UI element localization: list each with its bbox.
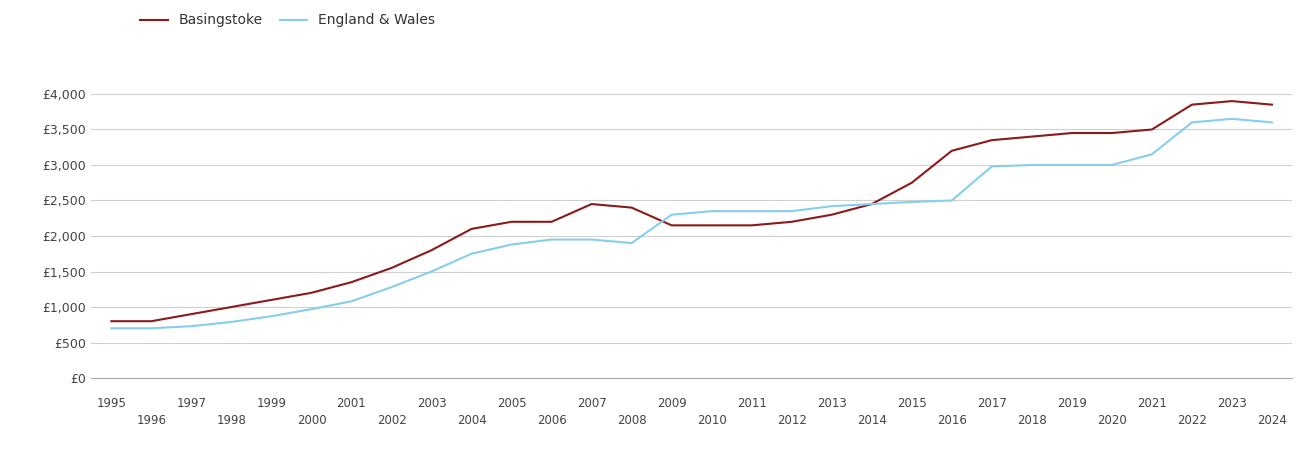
- England & Wales: [583, 237, 599, 242]
- England & Wales: [784, 208, 800, 214]
- Basingstoke: [744, 223, 760, 228]
- England & Wales: [504, 242, 519, 247]
- Text: 2010: 2010: [697, 414, 727, 427]
- Text: 2000: 2000: [296, 414, 326, 427]
- Basingstoke: [624, 205, 639, 210]
- Text: 2012: 2012: [776, 414, 806, 427]
- Text: 1997: 1997: [176, 397, 206, 410]
- Text: 2011: 2011: [737, 397, 766, 410]
- Text: 2015: 2015: [897, 397, 927, 410]
- Basingstoke: [424, 248, 440, 253]
- Basingstoke: [823, 212, 839, 217]
- England & Wales: [424, 269, 440, 274]
- England & Wales: [1224, 116, 1240, 122]
- Basingstoke: [264, 297, 279, 302]
- England & Wales: [1104, 162, 1120, 168]
- Basingstoke: [343, 279, 359, 285]
- Text: 2021: 2021: [1137, 397, 1167, 410]
- Text: 1999: 1999: [257, 397, 286, 410]
- Line: Basingstoke: Basingstoke: [111, 101, 1272, 321]
- Basingstoke: [703, 223, 719, 228]
- Basingstoke: [504, 219, 519, 225]
- England & Wales: [223, 319, 239, 324]
- England & Wales: [463, 251, 479, 256]
- Text: 1998: 1998: [217, 414, 247, 427]
- England & Wales: [1265, 120, 1280, 125]
- Text: 2007: 2007: [577, 397, 607, 410]
- Basingstoke: [1104, 130, 1120, 136]
- Text: 2006: 2006: [536, 414, 566, 427]
- England & Wales: [264, 314, 279, 319]
- Text: 2004: 2004: [457, 414, 487, 427]
- England & Wales: [864, 201, 880, 207]
- England & Wales: [984, 164, 1000, 169]
- Text: 2017: 2017: [977, 397, 1006, 410]
- Text: 2009: 2009: [656, 397, 686, 410]
- England & Wales: [1144, 152, 1160, 157]
- Basingstoke: [184, 311, 200, 317]
- Basingstoke: [864, 201, 880, 207]
- Basingstoke: [984, 137, 1000, 143]
- England & Wales: [823, 203, 839, 209]
- England & Wales: [304, 306, 320, 312]
- Basingstoke: [1144, 127, 1160, 132]
- Text: 2019: 2019: [1057, 397, 1087, 410]
- Basingstoke: [583, 201, 599, 207]
- Text: 2024: 2024: [1257, 414, 1287, 427]
- Basingstoke: [904, 180, 920, 185]
- England & Wales: [1184, 120, 1199, 125]
- England & Wales: [103, 326, 119, 331]
- England & Wales: [944, 198, 959, 203]
- England & Wales: [744, 208, 760, 214]
- England & Wales: [1064, 162, 1079, 168]
- England & Wales: [1024, 162, 1040, 168]
- Basingstoke: [304, 290, 320, 296]
- Text: 2022: 2022: [1177, 414, 1207, 427]
- Text: 2003: 2003: [416, 397, 446, 410]
- Text: 2023: 2023: [1218, 397, 1246, 410]
- Text: 2001: 2001: [337, 397, 367, 410]
- Basingstoke: [1224, 99, 1240, 104]
- Text: 2014: 2014: [857, 414, 886, 427]
- Basingstoke: [784, 219, 800, 225]
- Basingstoke: [103, 319, 119, 324]
- Basingstoke: [664, 223, 680, 228]
- Legend: Basingstoke, England & Wales: Basingstoke, England & Wales: [134, 8, 441, 33]
- Text: 2002: 2002: [377, 414, 406, 427]
- Text: 2005: 2005: [497, 397, 526, 410]
- Text: 2016: 2016: [937, 414, 967, 427]
- Text: 1995: 1995: [97, 397, 127, 410]
- Basingstoke: [144, 319, 159, 324]
- Basingstoke: [1024, 134, 1040, 140]
- Basingstoke: [384, 265, 399, 270]
- Text: 2018: 2018: [1017, 414, 1047, 427]
- Basingstoke: [1184, 102, 1199, 108]
- Basingstoke: [223, 304, 239, 310]
- Line: England & Wales: England & Wales: [111, 119, 1272, 328]
- England & Wales: [343, 299, 359, 304]
- Basingstoke: [544, 219, 560, 225]
- England & Wales: [624, 240, 639, 246]
- England & Wales: [144, 326, 159, 331]
- Basingstoke: [944, 148, 959, 153]
- Text: 1996: 1996: [137, 414, 166, 427]
- Text: 2008: 2008: [617, 414, 646, 427]
- England & Wales: [703, 208, 719, 214]
- Text: 2013: 2013: [817, 397, 847, 410]
- Basingstoke: [463, 226, 479, 232]
- England & Wales: [384, 284, 399, 290]
- Basingstoke: [1265, 102, 1280, 108]
- Text: 2020: 2020: [1098, 414, 1126, 427]
- England & Wales: [544, 237, 560, 242]
- England & Wales: [184, 324, 200, 329]
- England & Wales: [664, 212, 680, 217]
- Basingstoke: [1064, 130, 1079, 136]
- England & Wales: [904, 199, 920, 205]
